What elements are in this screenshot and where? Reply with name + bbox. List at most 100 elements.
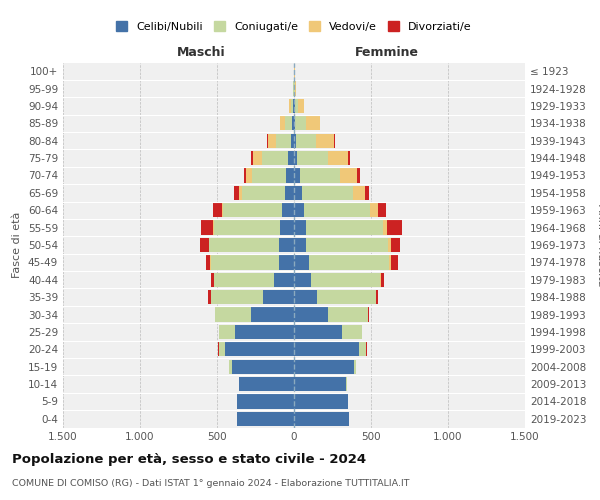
Bar	[296, 134, 316, 148]
Bar	[211, 272, 214, 287]
Bar	[328, 151, 348, 165]
Bar	[288, 151, 294, 165]
Bar	[334, 134, 335, 148]
Bar	[295, 82, 296, 96]
Bar	[370, 203, 378, 218]
Bar	[316, 134, 334, 148]
Bar	[281, 203, 294, 218]
Bar	[237, 412, 294, 426]
Bar	[213, 220, 214, 234]
Bar	[294, 412, 349, 426]
Bar	[294, 116, 295, 130]
Bar	[389, 256, 391, 270]
Bar	[211, 256, 278, 270]
Bar	[280, 116, 285, 130]
Bar	[221, 203, 223, 218]
Bar	[391, 238, 400, 252]
Bar	[294, 168, 300, 182]
Bar	[298, 151, 328, 165]
Bar	[268, 134, 276, 148]
Bar	[354, 360, 356, 374]
Bar	[285, 186, 294, 200]
Bar	[223, 203, 281, 218]
Bar	[294, 377, 346, 391]
Bar	[317, 290, 376, 304]
Bar	[285, 116, 292, 130]
Bar	[359, 342, 367, 356]
Bar	[232, 360, 294, 374]
Bar	[292, 116, 294, 130]
Text: Popolazione per età, sesso e stato civile - 2024: Popolazione per età, sesso e stato civil…	[12, 452, 366, 466]
Bar	[294, 203, 304, 218]
Bar	[294, 220, 305, 234]
Bar	[304, 203, 370, 218]
Bar	[239, 186, 242, 200]
Bar	[294, 308, 328, 322]
Bar	[378, 203, 386, 218]
Bar	[342, 325, 362, 339]
Bar	[340, 168, 357, 182]
Bar	[224, 342, 294, 356]
Bar	[235, 325, 294, 339]
Bar	[353, 186, 365, 200]
Bar	[278, 238, 294, 252]
Bar	[295, 116, 306, 130]
Bar	[274, 272, 294, 287]
Bar	[206, 256, 211, 270]
Bar	[244, 168, 246, 182]
Bar	[246, 168, 253, 182]
Bar	[294, 272, 311, 287]
Bar	[262, 151, 288, 165]
Bar	[218, 342, 224, 356]
Bar	[253, 151, 262, 165]
Bar	[294, 290, 317, 304]
Bar	[346, 377, 347, 391]
Bar	[294, 151, 298, 165]
Text: Femmine: Femmine	[355, 46, 418, 59]
Bar	[387, 220, 402, 234]
Bar	[305, 220, 383, 234]
Bar	[294, 238, 307, 252]
Bar	[311, 272, 380, 287]
Bar	[201, 220, 213, 234]
Bar	[294, 99, 295, 113]
Bar	[291, 134, 294, 148]
Bar	[289, 99, 291, 113]
Bar	[200, 238, 209, 252]
Bar	[211, 290, 263, 304]
Bar	[293, 99, 294, 113]
Bar	[328, 308, 368, 322]
Bar	[294, 325, 342, 339]
Bar	[306, 116, 320, 130]
Bar	[237, 394, 294, 408]
Bar	[215, 308, 251, 322]
Bar	[300, 168, 340, 182]
Bar	[302, 186, 353, 200]
Bar	[368, 308, 369, 322]
Bar	[214, 272, 274, 287]
Bar	[294, 186, 302, 200]
Bar	[213, 203, 221, 218]
Legend: Celibi/Nubili, Coniugati/e, Vedovi/e, Divorziati/e: Celibi/Nubili, Coniugati/e, Vedovi/e, Di…	[112, 17, 476, 36]
Bar	[380, 272, 381, 287]
Bar	[295, 99, 298, 113]
Bar	[348, 151, 350, 165]
Bar	[294, 256, 310, 270]
Bar	[278, 256, 294, 270]
Bar	[294, 342, 359, 356]
Bar	[242, 186, 285, 200]
Bar	[220, 325, 235, 339]
Bar	[381, 272, 384, 287]
Y-axis label: Fasce di età: Fasce di età	[13, 212, 22, 278]
Bar	[280, 220, 294, 234]
Bar	[388, 238, 391, 252]
Bar	[383, 220, 387, 234]
Bar	[276, 134, 291, 148]
Bar	[307, 238, 388, 252]
Bar	[209, 238, 278, 252]
Bar	[208, 290, 211, 304]
Bar	[229, 360, 232, 374]
Bar	[253, 168, 286, 182]
Bar	[294, 134, 296, 148]
Bar	[298, 99, 304, 113]
